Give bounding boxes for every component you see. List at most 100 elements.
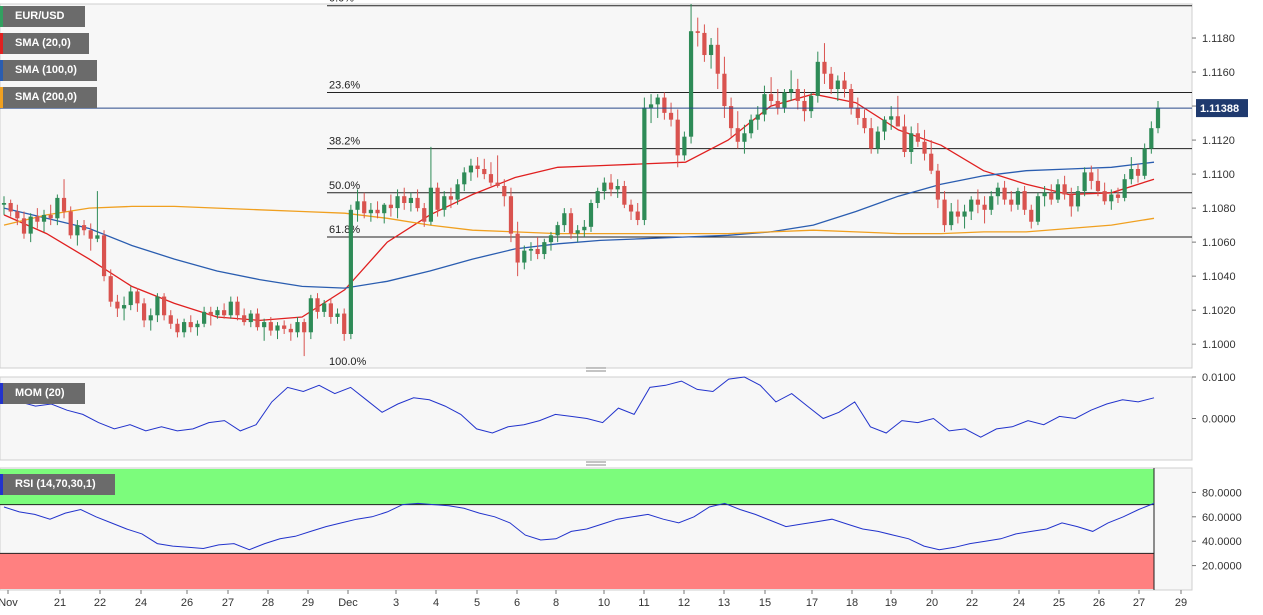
candle-body <box>922 141 927 154</box>
candle-body <box>1142 148 1147 176</box>
candle-body <box>929 153 934 171</box>
candle-body <box>408 197 414 204</box>
candle-body <box>1155 107 1161 129</box>
candle-body <box>769 94 774 101</box>
candle-body <box>562 213 567 226</box>
candle-body <box>35 216 40 222</box>
candle-body <box>535 248 540 255</box>
candle-body <box>1015 191 1021 205</box>
candle-body <box>68 211 73 236</box>
rsi-line <box>3 502 1155 551</box>
candle-body <box>775 100 780 108</box>
sma-line-0 <box>3 93 1155 322</box>
candle-body <box>855 107 860 118</box>
candle-body <box>955 211 960 217</box>
candle-body <box>1035 196 1041 222</box>
candle-body <box>982 204 987 210</box>
candle-body <box>202 311 207 324</box>
candle-body <box>782 92 787 108</box>
candle-body <box>1042 192 1047 197</box>
candle-body <box>1002 187 1007 200</box>
candle-body <box>141 303 147 321</box>
candle-body <box>702 32 707 56</box>
candle-body <box>969 199 974 212</box>
candle-body <box>508 196 514 234</box>
candle-body <box>695 31 700 33</box>
time-tick-label: 4 <box>433 597 439 609</box>
fib-level-label: 23.6% <box>329 79 360 91</box>
candle-body <box>869 128 874 149</box>
candle-body <box>648 104 654 108</box>
candle-body <box>902 126 907 152</box>
candle-body <box>962 211 967 217</box>
mom-legend[interactable]: MOM (20) <box>0 383 85 404</box>
candle-body <box>28 216 33 234</box>
candle-body <box>622 186 627 205</box>
candle-body <box>121 305 127 309</box>
time-tick-label: 22 <box>966 597 978 609</box>
candle-body <box>55 197 60 219</box>
candle-body <box>248 313 253 323</box>
candle-body <box>1055 184 1061 200</box>
candle-body <box>275 325 280 331</box>
candle-body <box>135 291 140 304</box>
candle-body <box>1095 180 1101 192</box>
sma200-legend[interactable]: SMA (200,0) <box>0 87 97 108</box>
rsi-tick-label: 40.0000 <box>1202 536 1242 548</box>
candle-body <box>608 182 614 190</box>
candle-body <box>615 186 620 190</box>
candle-body <box>128 291 133 306</box>
candle-body <box>675 119 680 156</box>
candle-body <box>1129 168 1134 180</box>
candle-body <box>95 235 100 239</box>
mom-tick-label: 0.0000 <box>1202 414 1236 426</box>
candle-body <box>442 196 447 210</box>
candle-body <box>708 44 714 56</box>
candle-body <box>628 204 634 212</box>
candle-body <box>809 95 814 112</box>
candle-body <box>435 187 440 210</box>
sma20-legend[interactable]: SMA (20,0) <box>0 33 89 54</box>
candle-body <box>415 197 420 209</box>
rsi-legend[interactable]: RSI (14,70,30,1) <box>0 474 115 495</box>
candle-body <box>228 301 233 316</box>
candle-body <box>975 199 980 205</box>
candle-body <box>302 322 307 333</box>
candle-body <box>1115 194 1121 198</box>
candle-body <box>282 325 287 329</box>
candle-body <box>688 31 694 137</box>
candle-body <box>222 310 227 316</box>
symbol-label[interactable]: EUR/USD <box>0 6 85 27</box>
price-tick-label: 1.1020 <box>1202 305 1236 317</box>
candle-body <box>815 61 820 96</box>
candle-body <box>235 301 240 316</box>
candle-body <box>108 276 113 302</box>
candle-body <box>395 196 400 209</box>
candle-body <box>61 197 67 212</box>
candle-body <box>822 61 827 74</box>
fib-level-label: 50.0% <box>329 180 360 192</box>
candle-body <box>789 89 794 93</box>
candle-body <box>328 303 333 317</box>
price-tick-label: 1.1100 <box>1202 169 1235 181</box>
time-tick-label: 5 <box>474 597 480 609</box>
time-tick-label: Nov <box>0 597 18 609</box>
candle-body <box>755 114 760 120</box>
time-tick-label: 29 <box>1175 597 1187 609</box>
time-tick-label: 24 <box>1013 597 1025 609</box>
current-price-badge <box>1196 99 1248 118</box>
candle-body <box>882 119 887 132</box>
candle-body <box>48 214 53 219</box>
candle-body <box>1102 191 1107 202</box>
candle-body <box>909 133 914 152</box>
candle-body <box>895 116 900 127</box>
candle-body <box>875 131 880 149</box>
candle-body <box>602 182 607 192</box>
fib-level-label: 61.8% <box>329 224 360 236</box>
candle-body <box>1022 191 1027 210</box>
candle-body <box>148 315 153 321</box>
time-tick-label: 18 <box>846 597 858 609</box>
sma100-legend[interactable]: SMA (100,0) <box>0 60 97 81</box>
candle-body <box>1 203 7 205</box>
price-tick-label: 1.1120 <box>1202 135 1235 147</box>
